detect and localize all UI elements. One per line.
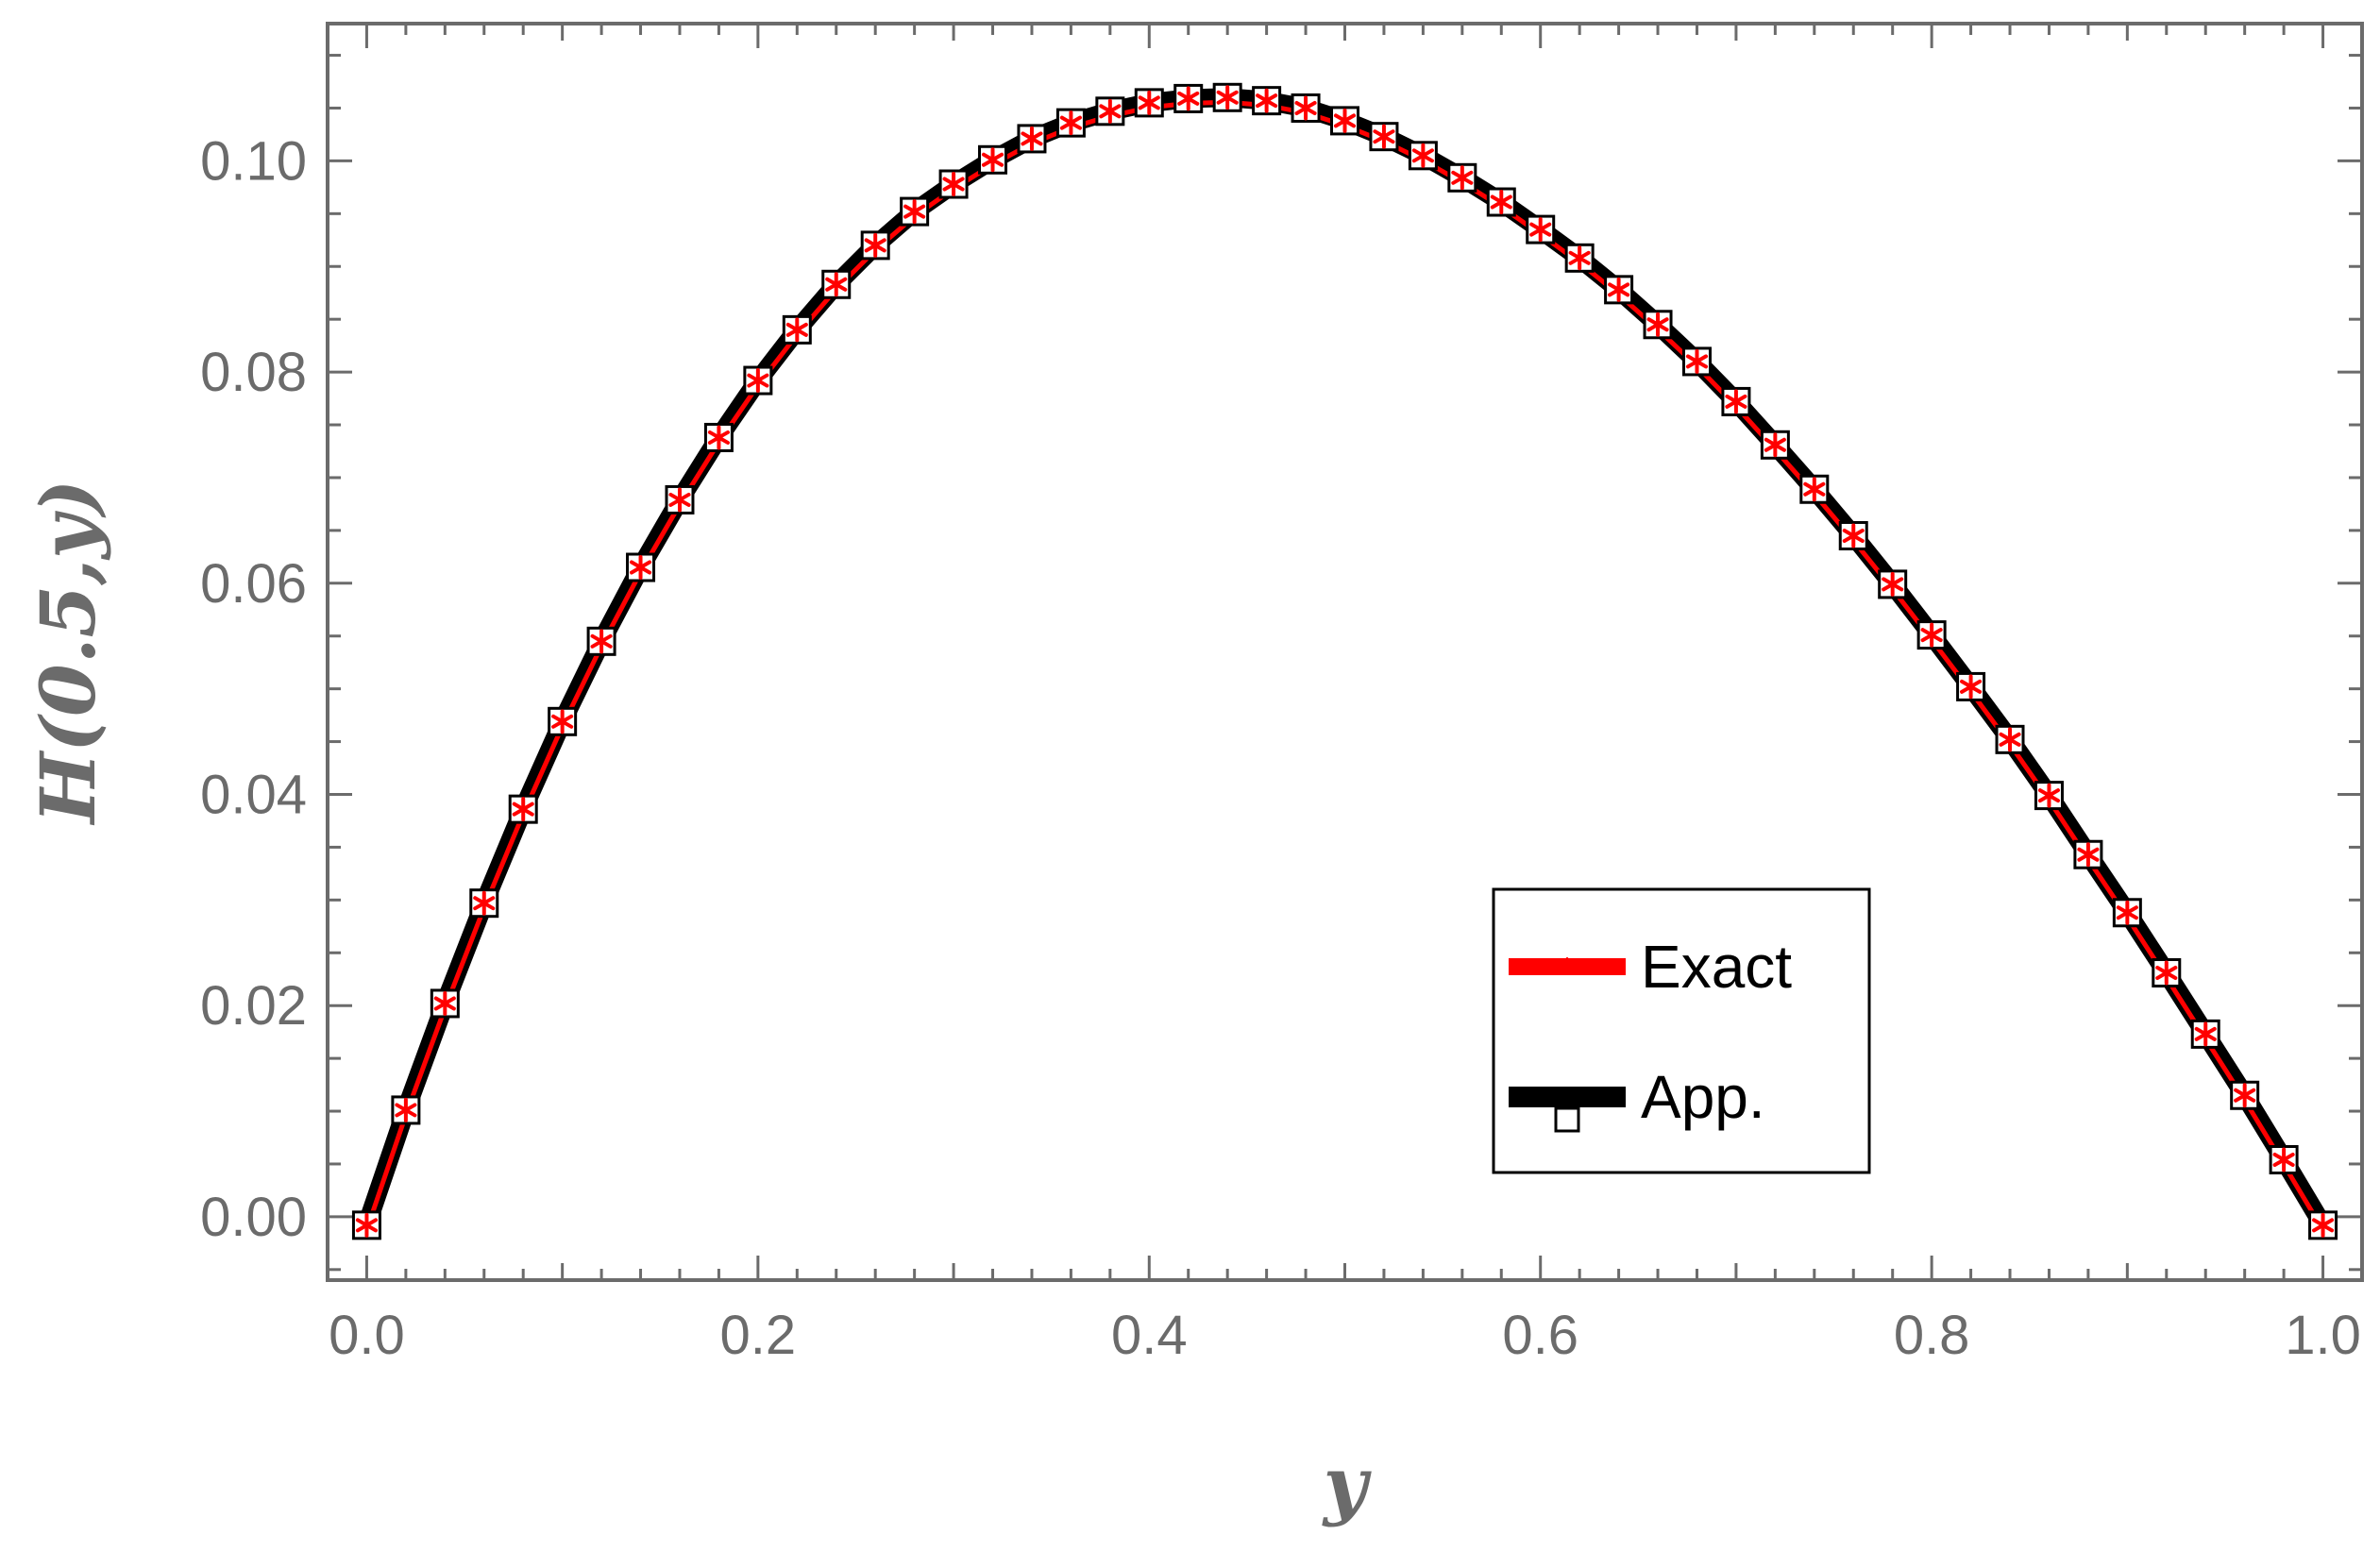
exact-marker <box>395 1097 417 1122</box>
y-tick-label: 0.04 <box>200 764 307 825</box>
exact-marker <box>590 629 613 654</box>
exact-marker <box>1725 389 1747 414</box>
exact-marker <box>1803 477 1826 502</box>
exact-marker <box>668 487 691 513</box>
exact-marker <box>825 272 848 297</box>
exact-marker <box>1646 312 1669 337</box>
tick-labels: 0.0 0.2 0.4 0.6 0.8 1.0 0.00 0.02 0.04 0.06 0.08 0.… <box>200 130 2361 1366</box>
exact-marker <box>1138 90 1160 115</box>
exact-marker <box>2234 1083 2256 1108</box>
x-axis-label: y <box>1322 1440 1373 1528</box>
series-line-exact <box>364 99 2325 1232</box>
exact-marker <box>1764 432 1786 458</box>
y-tick-label: 0.00 <box>200 1187 307 1248</box>
exact-marker <box>1216 85 1239 110</box>
exact-marker <box>747 368 769 394</box>
legend-marker-exact: * <box>1558 952 1577 995</box>
exact-marker <box>1059 110 1082 136</box>
exact-marker <box>864 232 886 258</box>
exact-marker <box>1568 245 1591 271</box>
exact-marker <box>512 797 534 822</box>
exact-marker <box>2077 842 2100 868</box>
exact-marker <box>1685 348 1709 374</box>
exact-marker <box>1842 523 1865 548</box>
exact-marker <box>1177 86 1200 111</box>
exact-marker <box>1373 124 1395 149</box>
exact-marker <box>630 555 652 581</box>
x-tick-label: 0.4 <box>1111 1305 1188 1366</box>
y-axis-label: H(0.5,y) <box>24 480 112 826</box>
exact-marker <box>942 172 965 197</box>
legend-marker-app <box>1554 1106 1580 1133</box>
y-tick-label: 0.08 <box>200 342 307 403</box>
exact-marker <box>785 317 808 343</box>
exact-marker <box>1411 143 1434 168</box>
exact-marker <box>2116 900 2138 925</box>
exact-marker <box>2194 1021 2217 1047</box>
legend-label-app: App. <box>1641 1063 1765 1131</box>
exact-marker <box>1920 622 1943 648</box>
exact-marker <box>1529 217 1552 243</box>
exact-marker <box>1021 126 1043 151</box>
x-tick-label: 1.0 <box>2285 1305 2361 1366</box>
exact-marker <box>2272 1147 2295 1172</box>
exact-marker <box>981 147 1004 173</box>
exact-marker <box>1960 674 1983 700</box>
plot-frame <box>326 22 2364 1282</box>
exact-marker <box>1999 727 2021 752</box>
legend: * Exact App. <box>1492 887 1871 1174</box>
exact-marker <box>2312 1212 2335 1238</box>
y-tick-label: 0.10 <box>200 130 307 192</box>
series-layer <box>351 82 2338 1240</box>
y-tick-label: 0.02 <box>200 975 307 1037</box>
y-tick-label: 0.06 <box>200 553 307 615</box>
exact-marker <box>1451 165 1474 191</box>
exact-marker <box>1333 108 1357 133</box>
axis-ticks <box>328 24 2362 1280</box>
x-tick-label: 0.8 <box>1894 1305 1970 1366</box>
exact-marker <box>1608 277 1630 302</box>
exact-marker <box>1099 98 1122 124</box>
x-tick-label: 0.0 <box>329 1305 405 1366</box>
exact-marker <box>433 990 456 1016</box>
exact-marker <box>2037 783 2060 808</box>
exact-marker <box>1256 88 1278 113</box>
exact-marker <box>1294 95 1317 121</box>
exact-marker <box>2155 960 2178 986</box>
x-tick-label: 0.2 <box>720 1305 797 1366</box>
exact-marker <box>1882 571 1904 597</box>
exact-marker <box>1490 190 1512 215</box>
legend-label-exact: Exact <box>1641 933 1792 1001</box>
series-line-app <box>357 88 2333 1235</box>
x-tick-label: 0.6 <box>1502 1305 1578 1366</box>
exact-marker <box>707 425 730 450</box>
exact-marker <box>551 709 574 734</box>
exact-marker <box>903 199 926 225</box>
exact-marker <box>355 1212 378 1238</box>
exact-marker <box>473 890 496 916</box>
